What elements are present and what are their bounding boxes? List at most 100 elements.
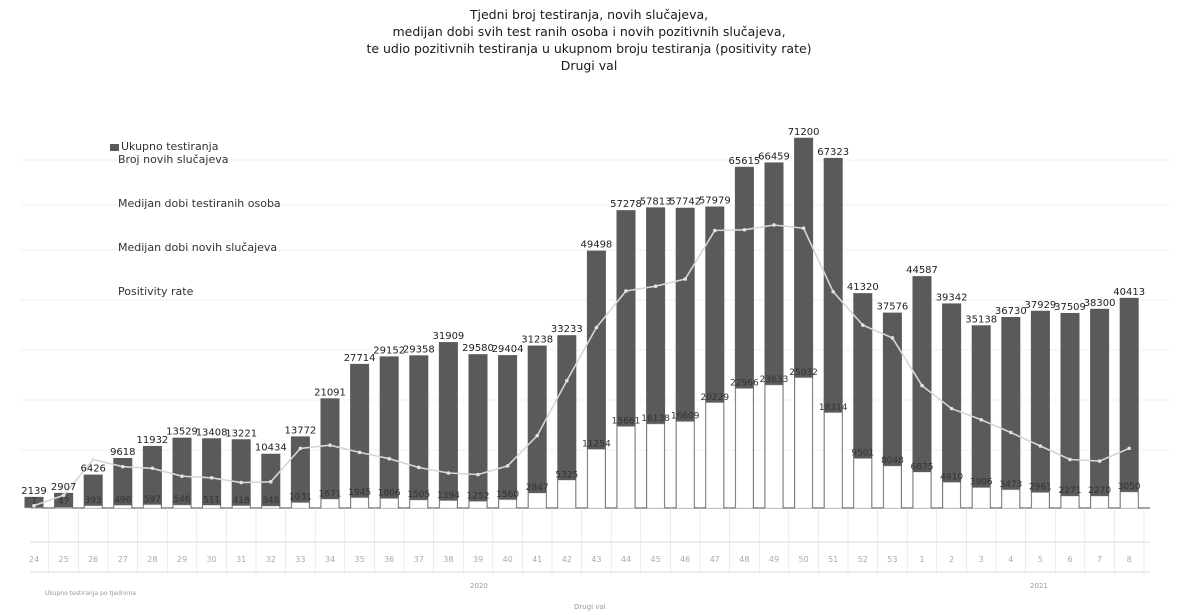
data-label-new-cases: 1394 [437, 491, 460, 501]
data-label-new-cases: 1031 [289, 493, 312, 503]
x-tick-label: 30 [207, 555, 217, 564]
bar-new-cases [410, 499, 428, 509]
data-label-total-tests: 38300 [1084, 298, 1116, 309]
data-label-total-tests: 57742 [669, 197, 701, 208]
positivity-rate-point [535, 433, 539, 438]
data-label-new-cases: 1806 [378, 489, 401, 499]
data-label-new-cases: 546 [173, 495, 190, 505]
x-tick-label: 39 [473, 555, 483, 564]
bar-total-tests [202, 438, 222, 508]
data-label-total-tests: 29152 [373, 345, 405, 356]
data-label-total-tests: 67323 [817, 147, 849, 158]
data-label-total-tests: 9618 [110, 447, 135, 458]
positivity-rate-point [180, 474, 184, 479]
data-label-new-cases: 597 [144, 495, 161, 505]
data-label-new-cases: 393 [85, 496, 102, 506]
positivity-rate-point [949, 406, 954, 411]
positivity-rate-point [505, 464, 510, 468]
data-label-total-tests: 39342 [936, 292, 968, 303]
bar-new-cases [587, 449, 606, 509]
bar-total-tests [1001, 317, 1021, 508]
data-label-total-tests: 37929 [1024, 300, 1056, 311]
data-label-new-cases: 1945 [348, 488, 371, 498]
footer-year-2020: 2020 [470, 582, 488, 590]
bar-total-tests [83, 474, 103, 508]
bar-total-tests [468, 354, 488, 508]
bar-total-tests [1090, 308, 1110, 508]
positivity-rate-point [150, 466, 155, 471]
positivity-rate-point [387, 456, 392, 461]
legend-item-median-age-cases: Medijan dobi novih slučajeva [118, 241, 277, 254]
bar-new-cases [114, 505, 132, 509]
x-tick-label: 49 [769, 555, 779, 564]
x-tick-label: 28 [147, 555, 157, 564]
legend-item-total-tests: Ukupno testiranja [110, 140, 218, 153]
positivity-rate-point [209, 475, 214, 480]
positivity-rate-point [713, 228, 717, 233]
bar-new-cases [173, 504, 191, 509]
bar-new-cases [617, 426, 635, 509]
bar-new-cases [706, 402, 724, 509]
positivity-rate-point [831, 289, 835, 294]
data-label-new-cases: 18314 [819, 403, 848, 413]
data-label-new-cases: 5325 [555, 470, 578, 480]
data-label-new-cases: 4910 [940, 472, 963, 482]
chart-title-line-2: medijan dobi svih test ranih osoba i nov… [392, 24, 786, 39]
x-tick-label: 5 [1038, 555, 1043, 564]
positivity-rate-line [33, 224, 1130, 507]
x-tick-label: 24 [29, 555, 39, 564]
positivity-rate-point [328, 443, 332, 447]
bar-new-cases [824, 412, 842, 509]
legend-label-positivity-rate: Positivity rate [118, 285, 194, 298]
chart-title-line-4: Drugi val [560, 58, 618, 73]
positivity-rate-point [890, 336, 895, 340]
data-label-new-cases: 16138 [641, 414, 670, 424]
bar-new-cases [528, 492, 546, 509]
bar-new-cases [883, 465, 902, 509]
bar-total-tests [231, 439, 251, 508]
positivity-rate-point [772, 223, 776, 227]
bar-new-cases [321, 499, 339, 509]
bar-total-tests [350, 363, 370, 508]
bar-new-cases [1120, 491, 1138, 509]
bar-total-tests [882, 312, 902, 508]
positivity-rate-point [476, 472, 480, 477]
data-label-total-tests: 35138 [965, 314, 997, 325]
positivity-rate-point [979, 417, 983, 422]
data-label-total-tests: 13221 [225, 428, 257, 439]
bar-new-cases [350, 497, 369, 509]
bar-total-tests [1030, 310, 1050, 508]
positivity-rate-point [357, 450, 362, 455]
positivity-rate-point [801, 226, 806, 230]
bar-new-cases [1061, 495, 1079, 509]
bar-total-tests [113, 457, 133, 508]
bar-total-tests [409, 355, 429, 508]
bar-total-tests [379, 356, 399, 508]
chart-title-line-3: te udio pozitivnih testiranja u ukupnom … [366, 41, 812, 56]
x-tick-label: 42 [562, 555, 572, 564]
positivity-rate-point [1009, 430, 1013, 435]
data-label-total-tests: 21091 [314, 387, 346, 398]
data-label-total-tests: 29358 [403, 344, 435, 355]
positivity-rate-point [417, 465, 421, 470]
bar-new-cases [469, 501, 487, 509]
bar-new-cases [84, 505, 102, 509]
x-tick-label: 36 [384, 555, 394, 564]
bar-new-cases [972, 487, 990, 509]
data-label-new-cases: 23633 [760, 375, 789, 385]
positivity-rate-point [683, 277, 687, 281]
data-label-total-tests: 29404 [492, 344, 524, 355]
positivity-rate-point [269, 479, 273, 484]
bar-new-cases [1090, 495, 1109, 509]
legend-label-median-age-tested: Medijan dobi testiranih osoba [118, 197, 281, 210]
data-label-total-tests: 57278 [610, 199, 642, 210]
bar-total-tests [142, 445, 162, 508]
bar-total-tests [1119, 297, 1139, 508]
bar-total-tests [557, 335, 577, 508]
bar-new-cases [202, 505, 221, 509]
data-label-total-tests: 37576 [876, 302, 908, 313]
legend-item-median-age-tested: Medijan dobi testiranih osoba [118, 197, 281, 210]
x-tick-label: 50 [799, 555, 809, 564]
x-tick-label: 51 [828, 555, 838, 564]
bar-total-tests [942, 303, 962, 508]
